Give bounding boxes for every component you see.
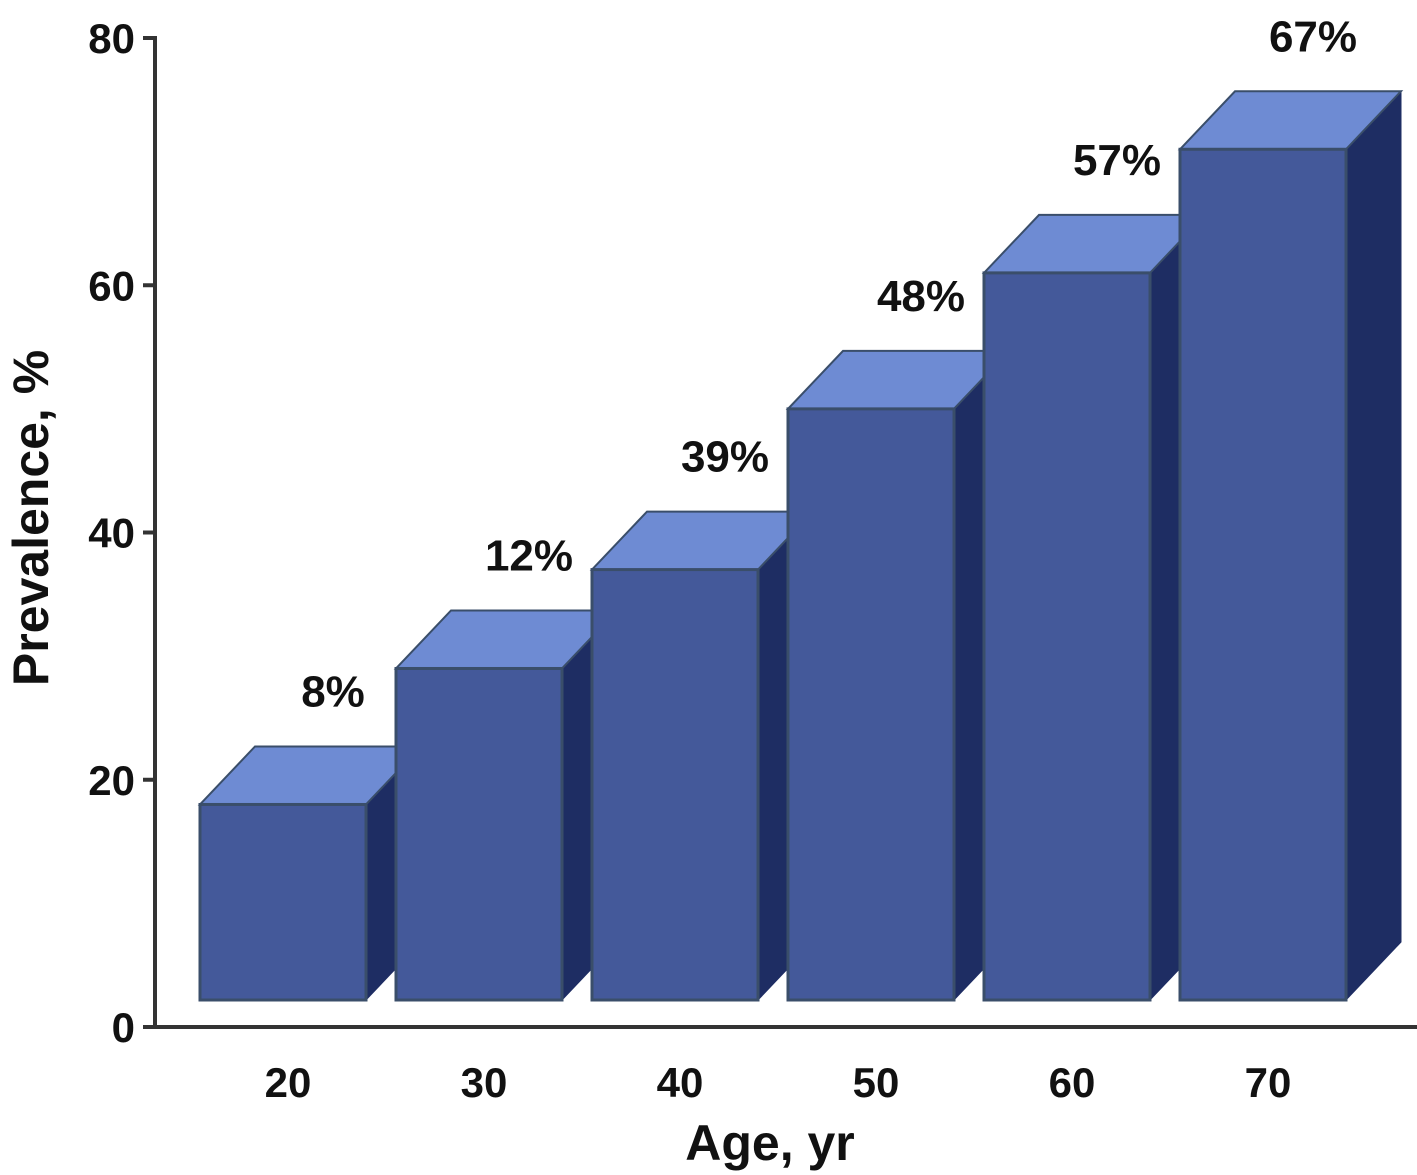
bars-layer — [197, 90, 1404, 1002]
x-tick-label: 60 — [1049, 1059, 1096, 1106]
data-label: 48% — [877, 272, 965, 321]
bar-front — [198, 802, 368, 1002]
bar — [981, 213, 1208, 1002]
axes-layer: 0 20 40 60 80 20 30 40 50 60 70 — [88, 15, 1417, 1106]
x-tick-label: 30 — [461, 1059, 508, 1106]
x-axis-title: Age, yr — [685, 1115, 855, 1171]
data-label: 57% — [1073, 136, 1161, 185]
bar-front — [1178, 147, 1348, 1002]
x-tick-label: 50 — [853, 1059, 900, 1106]
y-tick-label: 20 — [88, 757, 135, 804]
data-label: 12% — [485, 531, 573, 580]
bar-front — [786, 407, 956, 1002]
bar-front — [394, 666, 564, 1002]
data-label: 67% — [1269, 12, 1357, 61]
x-tick-label: 70 — [1245, 1059, 1292, 1106]
data-label: 39% — [681, 433, 769, 482]
bar — [589, 510, 816, 1002]
bar-front — [982, 271, 1152, 1002]
y-tick-label: 60 — [88, 262, 135, 309]
y-tick-label: 80 — [88, 15, 135, 62]
bar-side — [1345, 90, 1402, 1002]
bar — [197, 745, 424, 1002]
x-tick-label: 20 — [265, 1059, 312, 1106]
bar — [785, 349, 1012, 1002]
bar — [1177, 90, 1404, 1002]
bar-front — [590, 568, 760, 1002]
y-axis-title: Prevalence, % — [3, 350, 59, 686]
labels-layer: 8% 12% 39% 48% 57% 67% — [301, 12, 1357, 716]
data-label: 8% — [301, 667, 365, 716]
y-tick-label: 0 — [112, 1004, 135, 1051]
bar — [393, 609, 620, 1002]
y-tick-label: 40 — [88, 510, 135, 557]
x-tick-label: 40 — [657, 1059, 704, 1106]
